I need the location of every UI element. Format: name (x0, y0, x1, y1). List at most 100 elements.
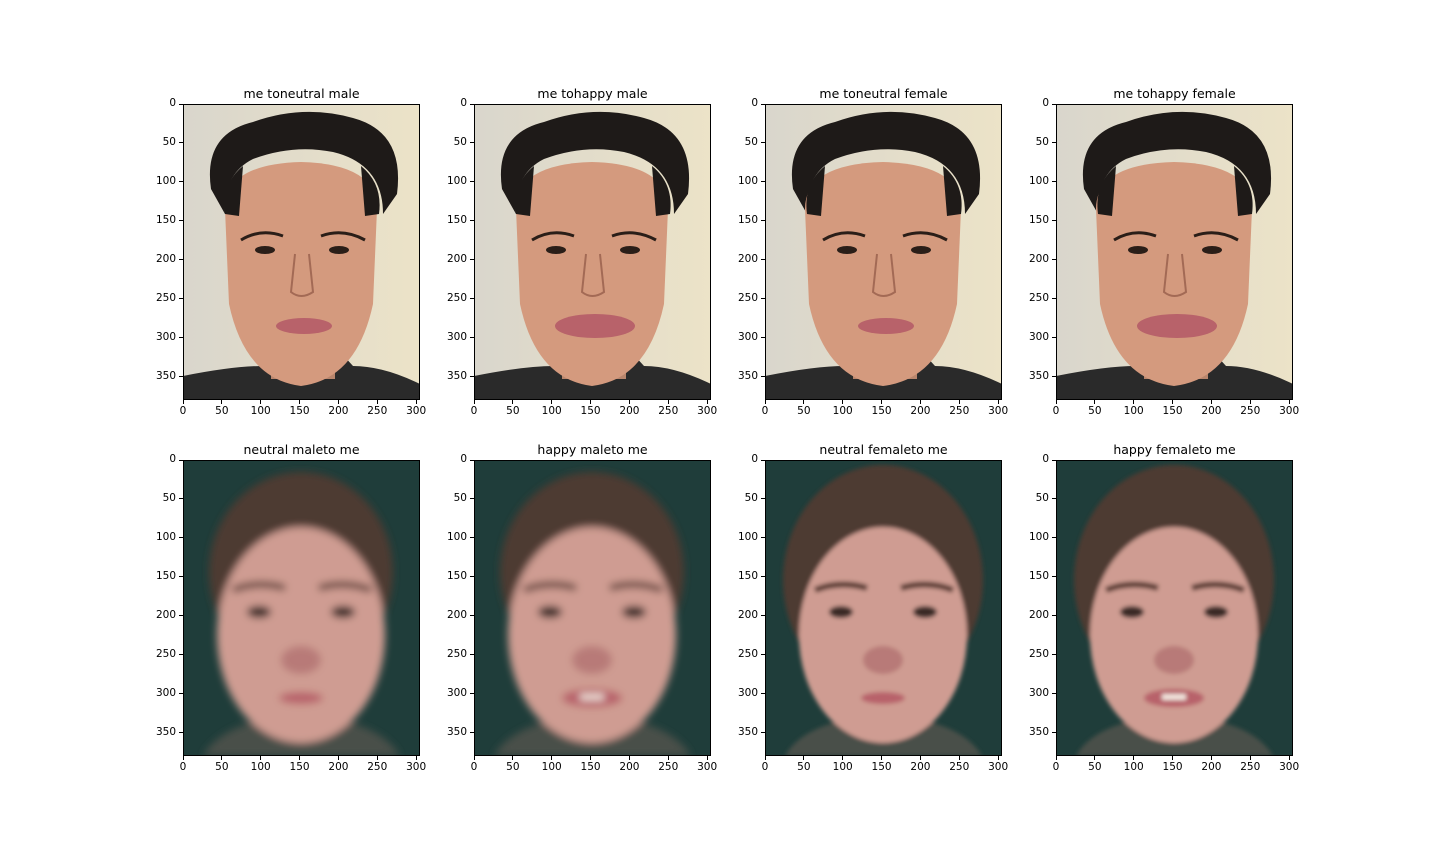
nose (863, 646, 903, 674)
y-tick-mark (470, 654, 474, 656)
panel-title: neutral femaleto me (819, 442, 948, 457)
x-tick-mark (512, 400, 514, 404)
average-face (203, 472, 400, 756)
y-tick-label: 100 (1028, 530, 1049, 543)
eye-right (331, 606, 355, 618)
y-tick-mark (470, 298, 474, 300)
sideburn-right (652, 166, 671, 216)
y-tick-mark (761, 693, 765, 695)
x-tick-label: 150 (871, 405, 892, 417)
x-tick-mark (1094, 756, 1096, 760)
y-tick-mark (470, 693, 474, 695)
face (1090, 527, 1258, 743)
teeth (580, 694, 604, 700)
x-tick-label: 200 (910, 761, 931, 773)
x-tick-mark (997, 756, 999, 760)
y-tick-mark (1052, 142, 1056, 144)
y-tick-label: 100 (737, 530, 758, 543)
y-tick-mark (1052, 537, 1056, 539)
x-tick-label: 100 (541, 761, 562, 773)
axes-border (183, 460, 420, 756)
x-tick-mark (1288, 400, 1290, 404)
y-tick-label: 200 (1028, 608, 1049, 621)
y-tick-mark (470, 337, 474, 339)
x-tick-label: 200 (328, 761, 349, 773)
x-tick-label: 50 (797, 405, 811, 417)
x-tick-mark (299, 400, 301, 404)
average-face (494, 472, 691, 756)
x-tick-label: 250 (658, 405, 679, 417)
eyebrow-right (1191, 581, 1246, 593)
x-tick-mark (764, 400, 766, 404)
eyebrow-left (522, 581, 577, 593)
y-tick-label: 300 (1028, 330, 1049, 343)
x-tick-mark (1133, 756, 1135, 760)
x-tick-label: 250 (1240, 405, 1261, 417)
y-tick-label: 0 (751, 453, 758, 465)
x-tick-label: 150 (289, 761, 310, 773)
x-tick-label: 200 (328, 405, 349, 417)
hair (209, 111, 399, 214)
y-tick-label: 350 (155, 725, 176, 738)
y-tick-label: 150 (155, 569, 176, 582)
y-tick-label: 300 (155, 686, 176, 699)
hair (791, 111, 981, 214)
y-tick-label: 200 (155, 252, 176, 265)
axes-border (474, 460, 711, 756)
x-tick-label: 100 (832, 761, 853, 773)
x-tick-mark (764, 756, 766, 760)
y-tick-mark (1052, 298, 1056, 300)
x-tick-mark (1210, 400, 1212, 404)
y-tick-mark (1052, 259, 1056, 261)
eyebrow-right (318, 581, 373, 593)
y-tick-mark (761, 181, 765, 183)
y-tick-mark (1052, 576, 1056, 578)
nose (1154, 646, 1194, 674)
x-tick-mark (958, 400, 960, 404)
y-tick-label: 250 (155, 291, 176, 304)
x-tick-label: 300 (1279, 761, 1300, 773)
x-tick-mark (1288, 756, 1290, 760)
y-tick-label: 350 (155, 369, 176, 382)
x-tick-label: 250 (949, 405, 970, 417)
x-tick-label: 0 (179, 761, 187, 773)
eye-left (538, 606, 562, 618)
y-tick-label: 0 (751, 97, 758, 109)
axes-border (1056, 460, 1293, 756)
y-tick-mark (179, 459, 183, 461)
x-tick-mark (997, 400, 999, 404)
x-tick-label: 250 (658, 761, 679, 773)
x-tick-mark (512, 756, 514, 760)
y-tick-label: 300 (446, 330, 467, 343)
x-tick-label: 50 (1088, 761, 1102, 773)
face (508, 527, 676, 743)
sideburn-right (361, 166, 380, 216)
x-tick-mark (182, 756, 184, 760)
y-tick-mark (470, 459, 474, 461)
nose (572, 646, 612, 674)
x-tick-mark (803, 400, 805, 404)
y-tick-mark (470, 732, 474, 734)
eye-right (329, 246, 349, 254)
x-tick-mark (221, 400, 223, 404)
y-tick-mark (179, 103, 183, 105)
sideburn-left (1097, 166, 1116, 216)
y-tick-mark (179, 498, 183, 500)
y-tick-mark (179, 693, 183, 695)
mouth (279, 692, 323, 704)
x-tick-mark (919, 400, 921, 404)
x-tick-label: 250 (367, 761, 388, 773)
x-tick-label: 0 (470, 405, 478, 417)
x-tick-mark (1172, 400, 1174, 404)
y-tick-mark (1052, 693, 1056, 695)
x-tick-mark (803, 756, 805, 760)
hair (500, 111, 690, 214)
y-tick-mark (179, 654, 183, 656)
face (225, 162, 377, 386)
y-tick-label: 250 (737, 291, 758, 304)
y-tick-label: 0 (169, 97, 176, 109)
y-tick-mark (179, 337, 183, 339)
eye-left (247, 606, 271, 618)
y-tick-mark (761, 142, 765, 144)
average-face (783, 465, 983, 756)
